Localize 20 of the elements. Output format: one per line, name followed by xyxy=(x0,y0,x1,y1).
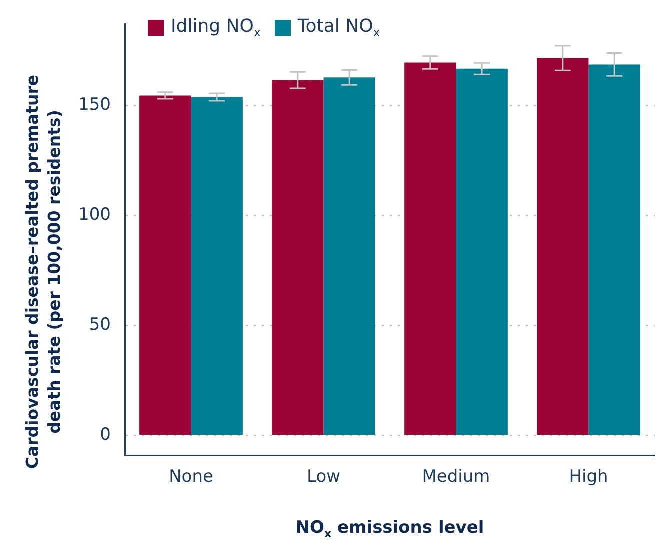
bar xyxy=(272,80,324,436)
bar xyxy=(191,97,243,436)
y-tick-label: 100 xyxy=(78,205,111,226)
bar xyxy=(537,58,589,436)
bar xyxy=(324,78,376,436)
y-tick-label: 150 xyxy=(78,95,111,116)
x-tick-label: Low xyxy=(307,467,341,488)
x-tick-label: Medium xyxy=(422,467,490,488)
y-tick-label: 50 xyxy=(89,315,111,336)
y-axis-title: Cardiovascular disease–realted premature death rate (per 100,000 residents) xyxy=(22,74,65,472)
bar xyxy=(456,68,508,436)
legend-label: Total NO$_{x}$ xyxy=(298,16,380,40)
bar xyxy=(404,62,456,436)
x-tick-label: High xyxy=(569,467,608,488)
x-axis-title: NO$_{x}$ emissions level xyxy=(294,518,486,540)
y-tick-label: 0 xyxy=(100,425,111,446)
x-tick-label: None xyxy=(169,467,214,488)
bar xyxy=(140,96,192,436)
bar xyxy=(588,64,640,436)
legend-label: Idling NO$_{x}$ xyxy=(171,16,261,40)
